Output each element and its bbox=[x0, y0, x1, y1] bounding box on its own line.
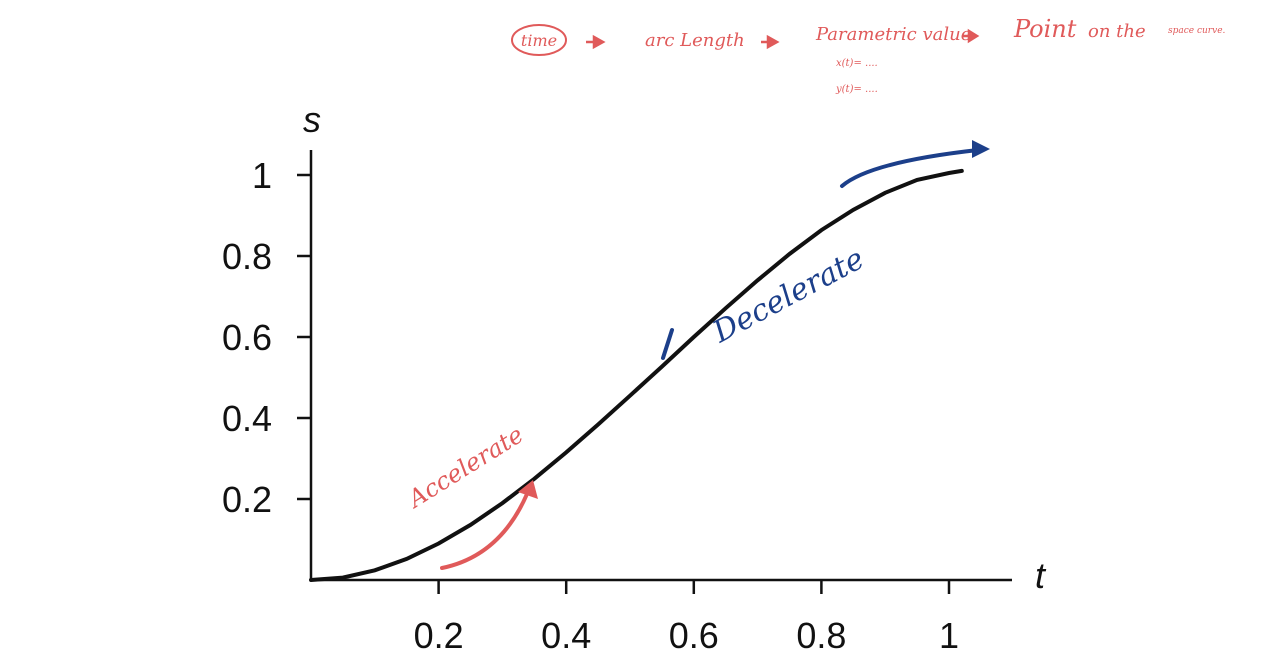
note-y-of-t: y(t)= .... bbox=[835, 84, 878, 95]
y-tick-label: 1 bbox=[252, 155, 272, 196]
y-axis-title: s bbox=[303, 99, 321, 140]
note-space-curve: space curve. bbox=[1168, 26, 1226, 36]
x-tick-label: 0.6 bbox=[669, 615, 719, 656]
x-tick-label: 0.4 bbox=[541, 615, 591, 656]
y-tick-label: 0.6 bbox=[222, 317, 272, 358]
x-tick-label: 0.8 bbox=[796, 615, 846, 656]
note-point: Point bbox=[1013, 15, 1077, 43]
note-parametric-value: Parametric value bbox=[815, 24, 971, 45]
note-time: time bbox=[521, 31, 557, 50]
x-tick-label: 1 bbox=[939, 615, 959, 656]
time-circle bbox=[511, 24, 567, 56]
decelerate-arrow bbox=[840, 148, 980, 188]
y-ticks: 0.2 0.4 0.6 0.8 1 bbox=[222, 155, 311, 520]
y-tick-label: 0.8 bbox=[222, 236, 272, 277]
note-arc-length: arc Length bbox=[645, 30, 745, 51]
decelerate-label: Decelerate bbox=[706, 241, 870, 350]
accelerate-arrow bbox=[440, 492, 529, 570]
note-arrow-2 bbox=[761, 34, 780, 50]
note-on-the: on the bbox=[1088, 21, 1146, 42]
note-arrow-1 bbox=[586, 34, 606, 50]
x-tick-label: 0.2 bbox=[414, 615, 464, 656]
series-line bbox=[309, 168, 964, 582]
y-tick-label: 0.2 bbox=[222, 479, 272, 520]
accelerate-arrowhead bbox=[518, 480, 538, 499]
x-axis-title: t bbox=[1035, 555, 1047, 596]
note-arrow-3 bbox=[963, 28, 980, 44]
decelerate-arrowhead bbox=[972, 140, 990, 158]
x-ticks: 0.2 0.4 0.6 0.8 1 bbox=[414, 580, 959, 656]
y-tick-label: 0.4 bbox=[222, 398, 272, 439]
note-x-of-t: x(t)= .... bbox=[836, 58, 878, 69]
inflection-mark bbox=[661, 328, 674, 360]
